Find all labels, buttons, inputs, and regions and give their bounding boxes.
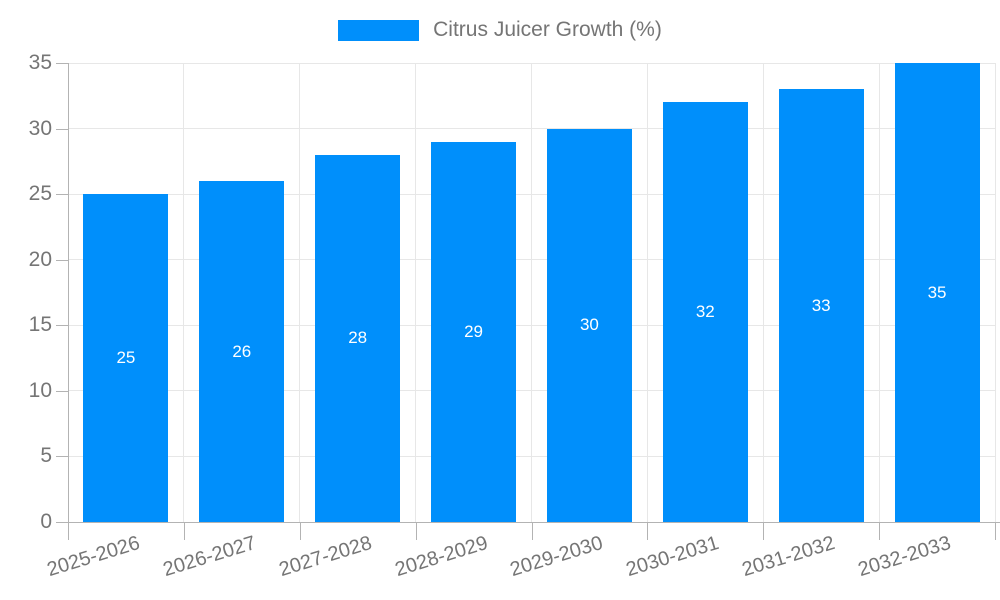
bar-value-label: 28 [348,328,368,348]
bar-value-label: 30 [579,315,599,335]
x-gridline [415,63,417,522]
bar-value-label: 25 [116,348,136,368]
x-gridline [299,63,301,522]
bar[interactable]: 32 [662,102,748,522]
y-tick-label: 35 [28,51,52,74]
y-tick-mark [56,63,68,64]
x-tick-mark [68,522,69,540]
legend-item[interactable]: Citrus Juicer Growth (%) [0,18,1000,42]
bar-value-label: 35 [927,282,947,302]
y-tick-mark [56,456,68,458]
x-tick-mark [879,522,881,540]
y-tick-label: 15 [28,313,52,337]
bar-value-label: 26 [232,341,252,361]
x-gridline [878,63,880,522]
x-tick-mark [995,522,996,540]
bar[interactable]: 26 [199,181,285,522]
bar-value-label: 32 [695,302,715,322]
bar[interactable]: 28 [315,154,401,522]
x-tick-mark [763,522,765,540]
y-tick-label: 10 [28,378,52,402]
x-tick-mark [415,522,417,540]
x-gridline [183,63,185,522]
bar-value-label: 33 [811,295,831,315]
y-tick-mark [56,128,68,130]
bar[interactable]: 30 [546,128,632,522]
y-tick-label: 0 [40,510,52,533]
y-axis-line [68,63,69,540]
y-tick-label: 25 [28,182,52,206]
x-tick-mark [531,522,533,540]
y-tick-mark [56,259,68,261]
y-tick-mark [56,522,68,523]
x-gridline [994,63,996,522]
x-tick-mark [299,522,301,540]
y-tick-mark [56,194,68,196]
bar[interactable]: 35 [894,63,980,522]
y-tick-label: 20 [28,247,52,271]
x-gridline [531,63,532,522]
bar[interactable]: 25 [83,194,169,522]
bar-value-label: 29 [464,321,484,341]
bar[interactable]: 29 [431,141,517,522]
x-axis-line [68,522,1000,523]
y-gridline [68,62,995,64]
y-tick-label: 30 [28,116,52,140]
legend-swatch [338,19,420,41]
y-tick-mark [56,390,68,392]
x-tick-mark [647,522,649,540]
legend-label: Citrus Juicer Growth (%) [433,18,662,41]
y-tick-mark [56,325,68,327]
x-tick-mark [183,522,185,540]
y-tick-label: 5 [40,444,52,468]
x-gridline [762,63,764,522]
bar[interactable]: 33 [778,89,864,522]
x-gridline [646,63,648,522]
